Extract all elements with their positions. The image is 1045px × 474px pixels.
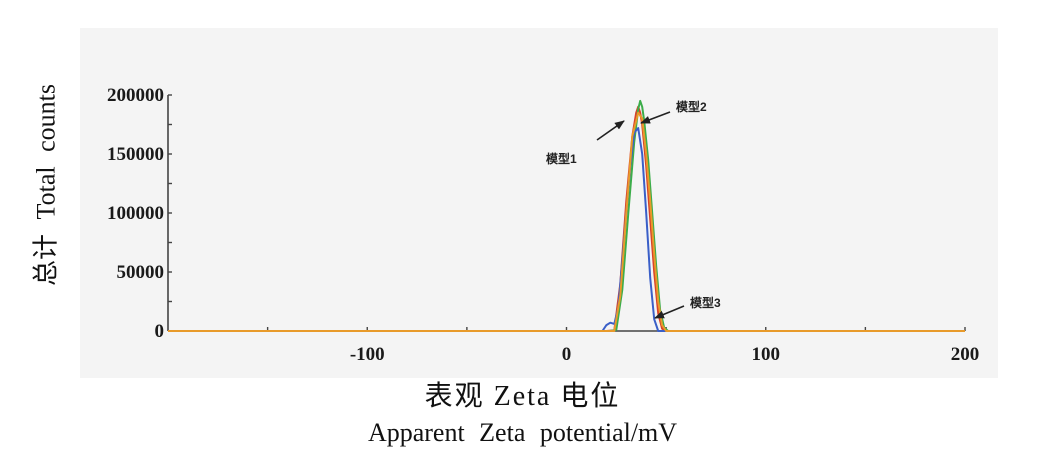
series-line-4 [168, 111, 965, 332]
y-tick-label: 100000 [107, 203, 164, 224]
y-tick-label: 200000 [107, 85, 164, 106]
y-tick-label: 50000 [117, 262, 165, 283]
x-tick-label: 100 [752, 344, 781, 365]
x-tick-label: -100 [350, 344, 385, 365]
x-tick-label: 200 [951, 344, 980, 365]
annotation-arrow-3 [654, 305, 685, 319]
x-axis-label-chinese: 表观 Zeta 电位 [424, 381, 621, 412]
x-tick-label: 0 [562, 344, 572, 365]
y-tick-label: 0 [155, 321, 165, 342]
plot-background [80, 28, 998, 378]
y-axis-label: 总计 Total counts [31, 84, 61, 286]
x-axis-label-english: Apparent Zeta potential/mV [367, 418, 678, 447]
series-lines [168, 99, 965, 332]
annotation-label-1: 模型1 [546, 151, 577, 166]
annotation-arrow-1 [596, 120, 625, 141]
annotation-arrow-2 [640, 111, 671, 124]
annotations: 模型1 模型2 模型3 [546, 99, 721, 319]
annotation-label-2: 模型2 [676, 99, 707, 114]
y-tick-label: 150000 [107, 144, 164, 165]
annotation-label-3: 模型3 [690, 295, 721, 310]
